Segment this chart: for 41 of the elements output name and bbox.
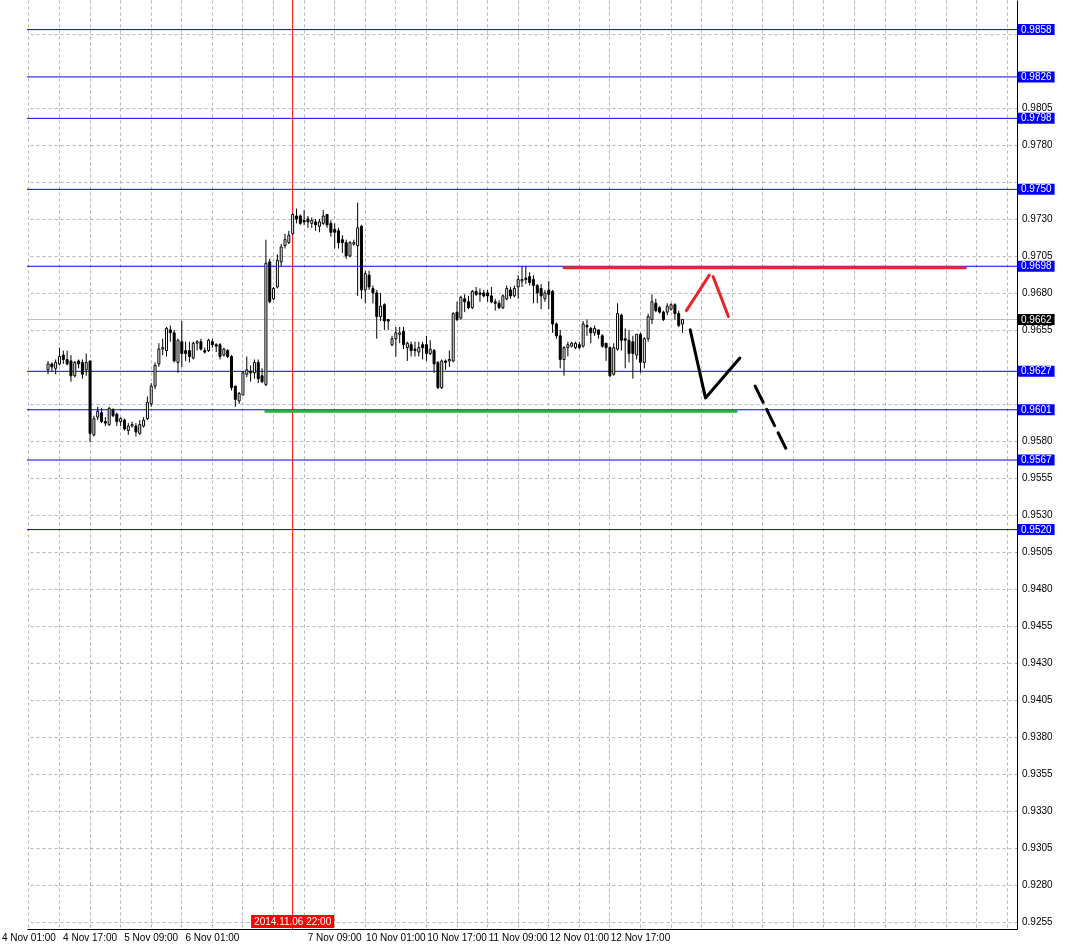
ref-line-label: 0.9520 — [1021, 523, 1053, 535]
y-tick-label: 0.9805 — [1022, 101, 1054, 113]
x-tick-label: 12 Nov 17:00 — [610, 932, 671, 943]
y-tick-label: 0.9580 — [1022, 434, 1054, 446]
x-tick-label: 7 Nov 09:00 — [307, 932, 363, 943]
x-tick-label: 12 Nov 01:00 — [549, 932, 610, 943]
ref-line-label: 0.9750 — [1021, 183, 1053, 195]
y-tick-label: 0.9405 — [1022, 693, 1054, 705]
ref-line-label: 0.9798 — [1021, 112, 1053, 124]
y-tick-label: 0.9455 — [1022, 619, 1054, 631]
y-tick-label: 0.9355 — [1022, 767, 1054, 779]
y-tick-label: 0.9505 — [1022, 545, 1054, 557]
y-tick-label: 0.9480 — [1022, 582, 1054, 594]
ref-line-label: 0.9826 — [1021, 70, 1053, 82]
y-tick-label: 0.9680 — [1022, 286, 1054, 298]
ref-line-label: 0.9698 — [1021, 260, 1053, 272]
y-tick-label: 0.9655 — [1022, 323, 1054, 335]
y-tick-label: 0.9780 — [1022, 138, 1054, 150]
x-tick-label: 4 Nov 17:00 — [63, 932, 118, 943]
ref-line-label: 0.9662 — [1021, 313, 1053, 325]
ref-line-label: 0.9601 — [1021, 403, 1053, 415]
y-tick-label: 0.9255 — [1022, 915, 1054, 927]
x-tick-label: 11 Nov 09:00 — [488, 932, 548, 943]
x-tick-label: 4 Nov 01:00 — [1, 932, 57, 943]
y-tick-label: 0.9280 — [1022, 878, 1054, 890]
y-tick-label: 0.9380 — [1022, 730, 1054, 742]
y-tick-label: 0.9305 — [1022, 841, 1054, 853]
y-tick-label: 0.9730 — [1022, 212, 1054, 224]
x-tick-label: 2014.11.06 22:00 — [254, 915, 332, 927]
x-tick-label: 10 Nov 01:00 — [366, 932, 427, 943]
ref-line-label: 0.9567 — [1021, 454, 1053, 466]
x-tick-label: 6 Nov 01:00 — [185, 932, 240, 943]
ref-line-label: 0.9858 — [1021, 23, 1053, 35]
x-tick-label: 5 Nov 09:00 — [124, 932, 179, 943]
y-tick-label: 0.9705 — [1022, 249, 1054, 261]
ref-line-label: 0.9627 — [1021, 365, 1053, 377]
y-tick-label: 0.9430 — [1022, 656, 1054, 668]
y-tick-label: 0.9555 — [1022, 471, 1054, 483]
x-tick-label: 10 Nov 17:00 — [427, 932, 488, 943]
y-tick-label: 0.9530 — [1022, 508, 1054, 520]
y-tick-label: 0.9330 — [1022, 804, 1054, 816]
